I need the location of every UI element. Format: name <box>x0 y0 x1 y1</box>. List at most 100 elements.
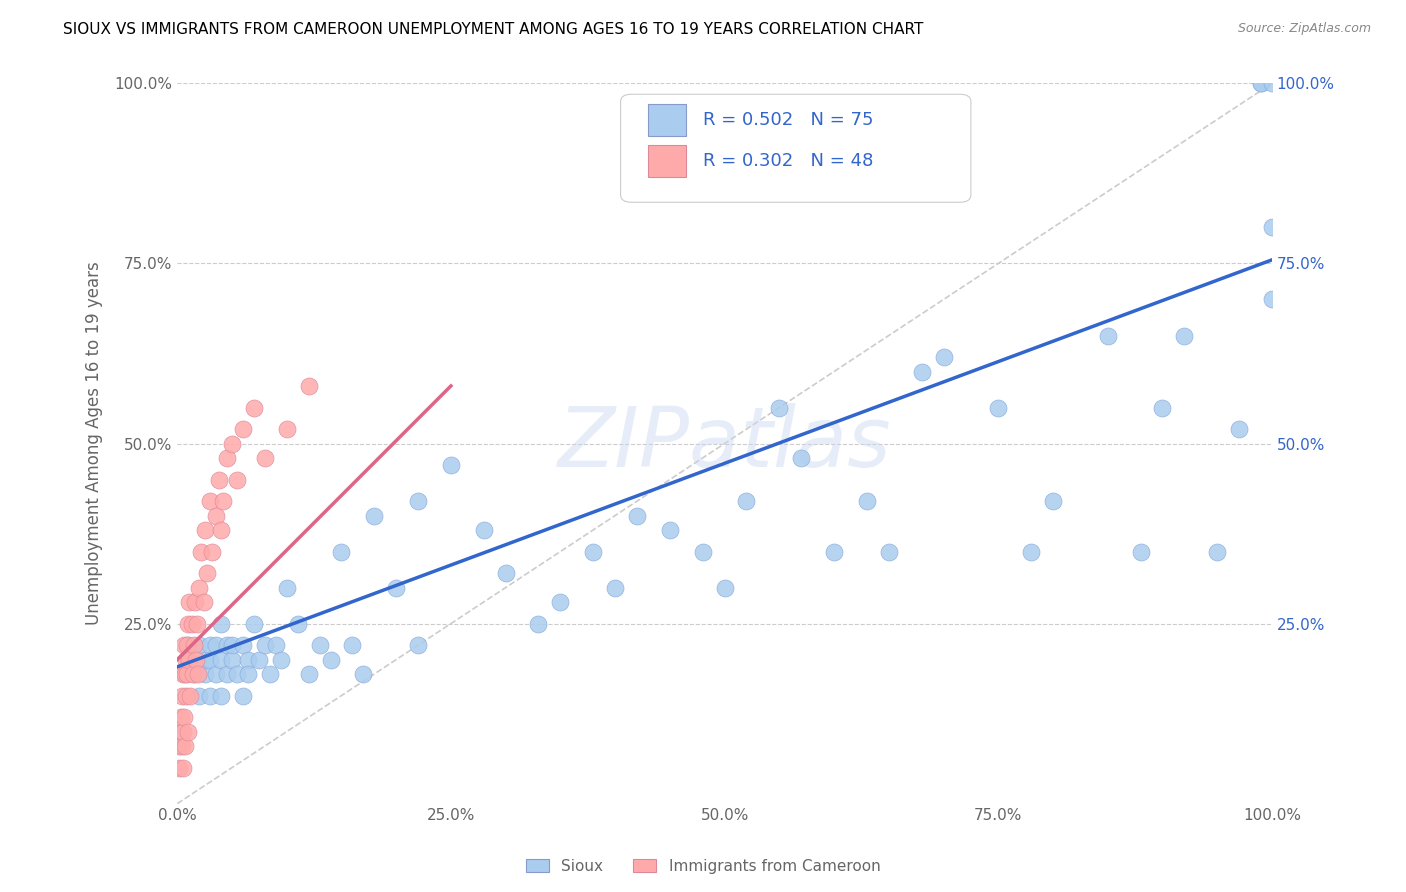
Point <box>713 581 735 595</box>
Point <box>823 544 845 558</box>
Point <box>1227 422 1250 436</box>
Point <box>198 638 221 652</box>
Point <box>406 494 429 508</box>
Point <box>221 652 243 666</box>
Point <box>264 638 287 652</box>
Point <box>226 473 249 487</box>
Point <box>243 616 266 631</box>
Point <box>253 450 276 465</box>
Point <box>1019 544 1042 558</box>
Point <box>856 494 879 508</box>
Point <box>259 667 281 681</box>
Point <box>987 401 1010 415</box>
Point <box>253 638 276 652</box>
Point <box>330 544 353 558</box>
Point <box>176 638 198 652</box>
Point <box>179 689 201 703</box>
Point <box>184 652 207 666</box>
Point <box>1261 293 1284 307</box>
Point <box>204 508 226 523</box>
Point <box>177 724 200 739</box>
Point <box>221 638 243 652</box>
Point <box>319 652 342 666</box>
Point <box>232 422 254 436</box>
Point <box>877 544 900 558</box>
Point <box>209 689 232 703</box>
Point <box>184 595 207 609</box>
FancyBboxPatch shape <box>648 145 686 178</box>
Point <box>238 652 260 666</box>
Point <box>187 667 209 681</box>
Point <box>188 581 211 595</box>
Point <box>177 638 200 652</box>
Point <box>352 667 374 681</box>
Point <box>169 739 191 753</box>
Point <box>495 566 517 581</box>
Point <box>195 566 218 581</box>
Point <box>204 667 226 681</box>
Point <box>910 364 932 378</box>
Point <box>170 739 193 753</box>
Point <box>363 508 385 523</box>
Point <box>1206 544 1229 558</box>
Point <box>243 401 266 415</box>
Point <box>440 458 463 472</box>
Point <box>173 638 195 652</box>
Point <box>527 616 550 631</box>
Point <box>209 523 232 537</box>
Point <box>169 710 191 724</box>
Point <box>169 761 191 775</box>
Point <box>406 638 429 652</box>
Point <box>276 422 298 436</box>
Point <box>170 689 193 703</box>
FancyBboxPatch shape <box>648 103 686 136</box>
Point <box>174 739 197 753</box>
Point <box>212 494 235 508</box>
Point <box>177 652 200 666</box>
Point <box>1250 77 1272 91</box>
Point <box>183 667 205 681</box>
Point <box>1097 328 1119 343</box>
Point <box>550 595 572 609</box>
Point <box>582 544 605 558</box>
Point <box>298 379 321 393</box>
Legend: Sioux, Immigrants from Cameroon: Sioux, Immigrants from Cameroon <box>520 853 886 880</box>
Point <box>308 638 330 652</box>
Point <box>176 667 198 681</box>
Point <box>298 667 321 681</box>
Point <box>226 667 249 681</box>
Point <box>198 494 221 508</box>
Point <box>232 689 254 703</box>
Point <box>215 450 238 465</box>
Point <box>735 494 758 508</box>
Text: Source: ZipAtlas.com: Source: ZipAtlas.com <box>1237 22 1371 36</box>
Point <box>194 667 217 681</box>
Text: R = 0.302   N = 48: R = 0.302 N = 48 <box>703 152 873 169</box>
Point <box>179 595 201 609</box>
Point <box>186 616 208 631</box>
Point <box>215 667 238 681</box>
Point <box>180 616 202 631</box>
Point <box>247 652 270 666</box>
Point <box>204 638 226 652</box>
Point <box>1129 544 1152 558</box>
Point <box>1250 77 1272 91</box>
Point <box>209 616 232 631</box>
Point <box>172 724 194 739</box>
Point <box>188 689 211 703</box>
Point <box>183 638 205 652</box>
Point <box>692 544 714 558</box>
Point <box>790 450 813 465</box>
Point <box>198 652 221 666</box>
Point <box>232 638 254 652</box>
Point <box>198 689 221 703</box>
Point <box>181 667 204 681</box>
Point <box>177 616 200 631</box>
Point <box>768 401 790 415</box>
Point <box>194 652 217 666</box>
Point <box>238 667 260 681</box>
Point <box>188 638 211 652</box>
Text: SIOUX VS IMMIGRANTS FROM CAMEROON UNEMPLOYMENT AMONG AGES 16 TO 19 YEARS CORRELA: SIOUX VS IMMIGRANTS FROM CAMEROON UNEMPL… <box>63 22 924 37</box>
Point <box>174 652 197 666</box>
Point <box>209 652 232 666</box>
